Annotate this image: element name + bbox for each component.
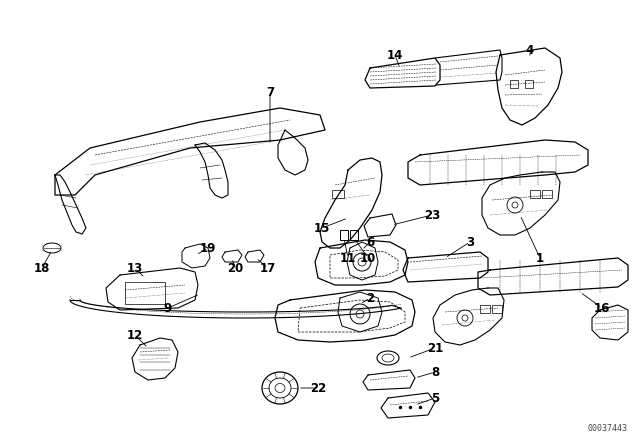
Text: 3: 3: [466, 236, 474, 249]
Bar: [480, 305, 490, 313]
Text: 4: 4: [526, 43, 534, 56]
Text: 5: 5: [431, 392, 439, 405]
Text: 11: 11: [340, 251, 356, 264]
Bar: [350, 230, 358, 240]
Text: 7: 7: [266, 86, 274, 99]
Bar: [125, 282, 165, 304]
Bar: [492, 305, 502, 313]
Text: 23: 23: [424, 208, 440, 221]
Text: 6: 6: [366, 236, 374, 249]
Bar: [542, 190, 552, 198]
Text: 13: 13: [127, 262, 143, 275]
Text: 16: 16: [594, 302, 610, 314]
Text: 18: 18: [34, 262, 50, 275]
Text: 10: 10: [360, 251, 376, 264]
Text: 9: 9: [164, 302, 172, 314]
Text: 19: 19: [200, 241, 216, 254]
Text: 1: 1: [536, 251, 544, 264]
Text: 20: 20: [227, 262, 243, 275]
Bar: [340, 230, 348, 240]
Bar: [510, 80, 518, 88]
Text: 00037443: 00037443: [588, 424, 628, 433]
Text: 12: 12: [127, 328, 143, 341]
Text: 22: 22: [310, 382, 326, 395]
Text: 14: 14: [387, 48, 403, 61]
Bar: [525, 80, 533, 88]
Bar: [530, 190, 540, 198]
Text: 17: 17: [260, 262, 276, 275]
Text: 21: 21: [427, 341, 443, 354]
Text: 15: 15: [314, 221, 330, 234]
Bar: [332, 190, 344, 198]
Text: 2: 2: [366, 292, 374, 305]
Text: 8: 8: [431, 366, 439, 379]
